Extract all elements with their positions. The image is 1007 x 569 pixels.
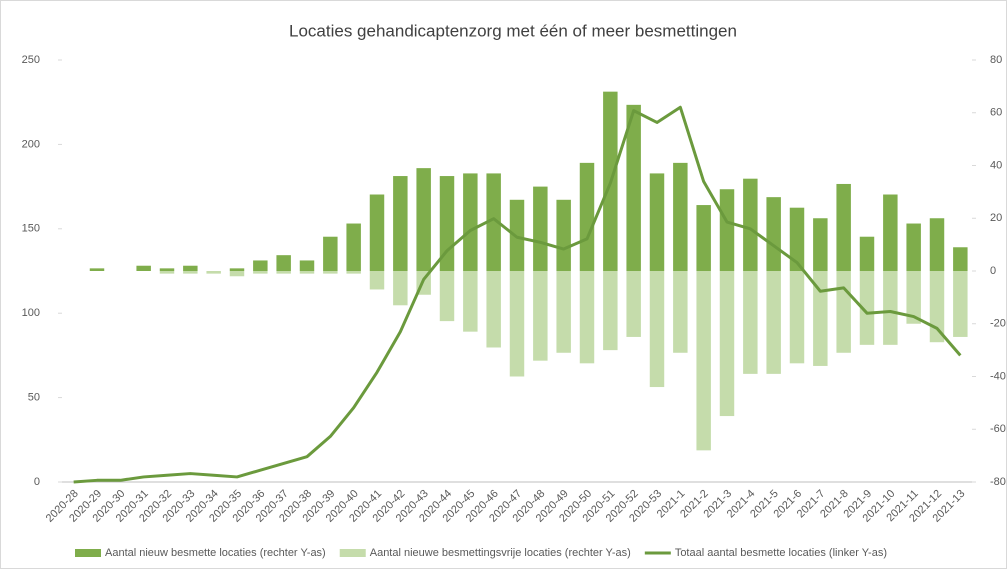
bar bbox=[299, 271, 315, 274]
bar bbox=[229, 271, 245, 277]
bar bbox=[159, 271, 175, 274]
bar bbox=[789, 207, 805, 271]
chart-title: Locaties gehandicaptenzorg met één of me… bbox=[289, 21, 737, 40]
legend-label: Totaal aantal besmette locaties (linker … bbox=[675, 547, 887, 559]
y-tick-label: 250 bbox=[22, 54, 40, 66]
bar bbox=[369, 271, 385, 290]
bar bbox=[579, 162, 595, 271]
bar bbox=[906, 271, 921, 324]
line bbox=[73, 105, 962, 484]
bar bbox=[579, 271, 595, 364]
bar bbox=[766, 197, 781, 271]
bar bbox=[859, 236, 875, 271]
bar bbox=[906, 223, 921, 271]
y-tick-label: 100 bbox=[22, 307, 40, 319]
y-tick-label: 0 bbox=[34, 476, 40, 488]
bar bbox=[439, 271, 455, 322]
bar bbox=[766, 271, 781, 374]
bar bbox=[533, 186, 548, 271]
y2-tick-label: -60 bbox=[990, 423, 1006, 435]
bar bbox=[323, 236, 338, 271]
bar bbox=[463, 173, 478, 271]
bar bbox=[626, 271, 641, 337]
bar bbox=[929, 271, 945, 343]
bar bbox=[486, 271, 501, 348]
bar bbox=[253, 271, 268, 274]
y-tick-label: 150 bbox=[22, 223, 40, 235]
bar bbox=[883, 194, 898, 271]
bar bbox=[463, 271, 478, 332]
bar bbox=[696, 205, 711, 271]
bar bbox=[883, 271, 898, 345]
y2-tick-label: 20 bbox=[990, 212, 1002, 224]
bar bbox=[673, 162, 688, 271]
bar bbox=[556, 199, 571, 271]
bar bbox=[393, 271, 408, 306]
bar bbox=[743, 178, 758, 271]
bar bbox=[673, 271, 688, 353]
bar bbox=[89, 268, 105, 271]
bar bbox=[369, 194, 385, 271]
bar bbox=[393, 176, 408, 271]
bar bbox=[486, 173, 501, 271]
bar bbox=[183, 265, 198, 271]
legend-swatch bbox=[339, 549, 366, 557]
bar bbox=[813, 218, 828, 271]
bar bbox=[253, 260, 268, 271]
bar bbox=[649, 271, 665, 388]
y-tick-label: 50 bbox=[28, 392, 40, 404]
bar bbox=[276, 271, 291, 274]
bar bbox=[159, 268, 175, 271]
y2-tick-label: 0 bbox=[990, 265, 996, 277]
y2-tick-label: -80 bbox=[990, 476, 1006, 488]
bar bbox=[603, 271, 618, 351]
bar bbox=[626, 104, 641, 272]
bar bbox=[346, 271, 361, 274]
bar bbox=[953, 271, 968, 337]
bar bbox=[229, 268, 245, 271]
legend-swatch bbox=[75, 549, 101, 557]
y2-tick-label: -20 bbox=[990, 318, 1006, 330]
bar bbox=[276, 255, 291, 271]
bar bbox=[789, 271, 805, 364]
bar bbox=[649, 173, 665, 271]
y2-tick-label: 40 bbox=[990, 159, 1002, 171]
bar bbox=[323, 271, 338, 274]
bar bbox=[836, 183, 851, 271]
y-tick-label: 200 bbox=[22, 138, 40, 150]
bar bbox=[836, 271, 851, 353]
bar bbox=[136, 265, 151, 271]
bar bbox=[299, 260, 315, 271]
bar bbox=[533, 271, 548, 361]
bar bbox=[859, 271, 875, 345]
bar bbox=[556, 271, 571, 353]
y2-tick-label: 60 bbox=[990, 107, 1002, 119]
bar bbox=[953, 247, 968, 271]
y2-tick-label: -40 bbox=[990, 370, 1006, 382]
bar bbox=[509, 271, 525, 377]
legend-label: Aantal nieuwe besmettingsvrije locaties … bbox=[370, 547, 631, 559]
legend-label: Aantal nieuw besmette locaties (rechter … bbox=[105, 547, 326, 559]
y2-tick-label: 80 bbox=[990, 54, 1002, 66]
bar bbox=[183, 271, 198, 274]
bar bbox=[346, 223, 361, 271]
bar bbox=[206, 271, 221, 274]
bar bbox=[416, 168, 431, 271]
bar bbox=[719, 189, 735, 271]
bar bbox=[813, 271, 828, 366]
bar bbox=[719, 271, 735, 417]
bar bbox=[696, 271, 711, 451]
bar bbox=[743, 271, 758, 374]
bar bbox=[929, 218, 945, 271]
